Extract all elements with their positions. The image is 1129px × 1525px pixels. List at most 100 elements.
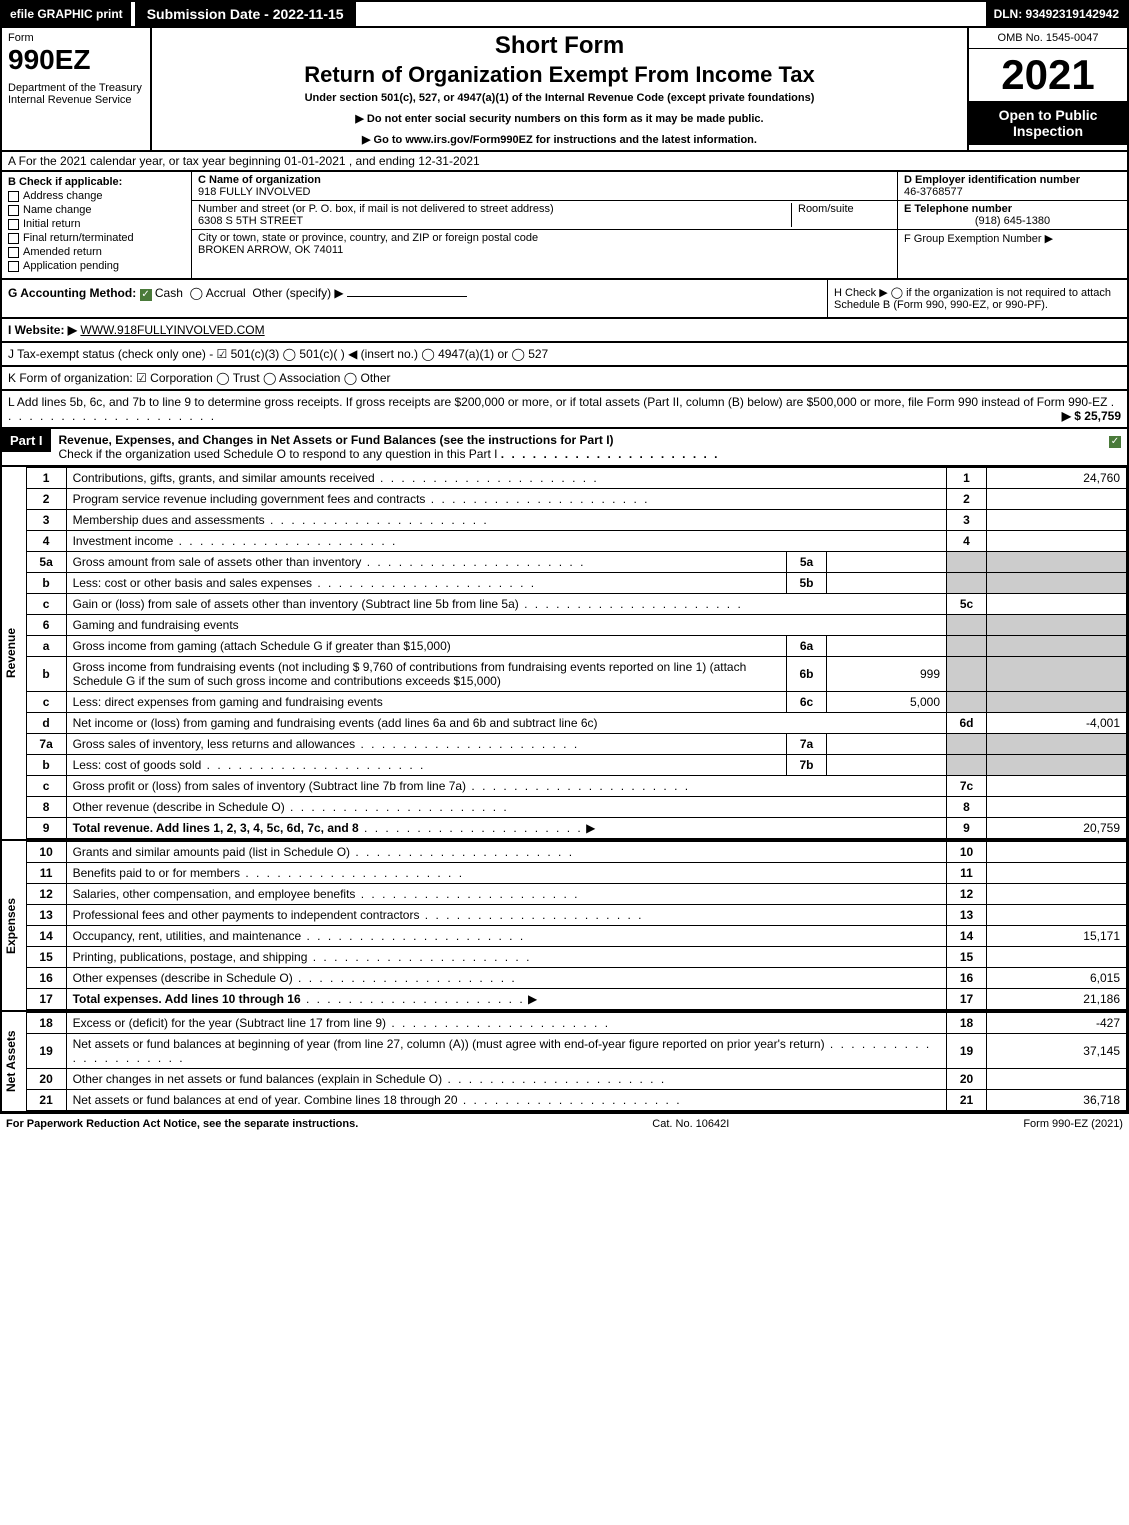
org-name: 918 FULLY INVOLVED [198, 186, 891, 198]
c-street-label: Number and street (or P. O. box, if mail… [198, 203, 791, 215]
expenses-side-label: Expenses [2, 841, 26, 1010]
dots-icon [265, 513, 489, 527]
checkbox-application-pending[interactable] [8, 261, 19, 272]
i-label: I Website: ▶ [8, 323, 77, 337]
room-label: Room/suite [798, 203, 891, 215]
line-label: 8 [947, 797, 987, 818]
line-num: d [26, 713, 66, 734]
tel-label: E Telephone number [904, 203, 1121, 215]
line-value: 6,015 [987, 968, 1127, 989]
shaded-cell [987, 615, 1127, 636]
shaded-cell [947, 615, 987, 636]
line-num: b [26, 657, 66, 692]
line-num: 20 [26, 1069, 66, 1090]
shaded-cell [987, 657, 1127, 692]
row-i: I Website: ▶ WWW.918FULLYINVOLVED.COM [0, 319, 1129, 343]
subtitle: Under section 501(c), 527, or 4947(a)(1)… [160, 92, 959, 104]
line-desc: Excess or (deficit) for the year (Subtra… [73, 1016, 386, 1030]
group-exemption-label: F Group Exemption Number ▶ [904, 232, 1121, 245]
sub-value [827, 573, 947, 594]
checkbox-cash-icon[interactable]: ✓ [140, 289, 152, 301]
dots-icon [466, 779, 690, 793]
line-value [987, 489, 1127, 510]
dots-icon [359, 821, 583, 835]
line-value [987, 594, 1127, 615]
shaded-cell [947, 657, 987, 692]
sub-label: 7a [787, 734, 827, 755]
line-desc: Other changes in net assets or fund bala… [73, 1072, 443, 1086]
line-num: b [26, 755, 66, 776]
line-num: 19 [26, 1034, 66, 1069]
shaded-cell [947, 734, 987, 755]
line-label: 12 [947, 884, 987, 905]
line-desc: Printing, publications, postage, and shi… [73, 950, 308, 964]
line-label: 6d [947, 713, 987, 734]
shaded-cell [947, 636, 987, 657]
footer-mid: Cat. No. 10642I [652, 1118, 729, 1130]
line-value [987, 863, 1127, 884]
line-desc: Gross sales of inventory, less returns a… [73, 737, 356, 751]
line-label: 19 [947, 1034, 987, 1069]
line-desc: Grants and similar amounts paid (list in… [73, 845, 350, 859]
open-public: Open to Public Inspection [969, 101, 1127, 145]
col-b: B Check if applicable: Address change Na… [2, 172, 192, 278]
checkbox-amended-return[interactable] [8, 247, 19, 258]
line-label: 9 [947, 818, 987, 839]
line-desc: Less: cost or other basis and sales expe… [73, 576, 312, 590]
sub-value: 999 [827, 657, 947, 692]
line-desc: Gross income from fundraising events (no… [73, 660, 747, 688]
b-label: B Check if applicable: [8, 176, 185, 188]
line-num: c [26, 692, 66, 713]
dots-icon [355, 887, 579, 901]
other-specify-input[interactable] [347, 296, 467, 297]
line-label: 13 [947, 905, 987, 926]
line-num: 16 [26, 968, 66, 989]
line-label: 14 [947, 926, 987, 947]
g-label: G Accounting Method: [8, 286, 136, 300]
sub-label: 5a [787, 552, 827, 573]
netassets-table: 18Excess or (deficit) for the year (Subt… [26, 1012, 1127, 1111]
sub-label: 6c [787, 692, 827, 713]
line-num: 21 [26, 1090, 66, 1111]
line-a: A For the 2021 calendar year, or tax yea… [0, 152, 1129, 172]
line-label: 15 [947, 947, 987, 968]
g-cash: Cash [155, 286, 183, 300]
part1-title: Revenue, Expenses, and Changes in Net As… [51, 429, 1103, 465]
dots-icon [361, 555, 585, 569]
return-title: Return of Organization Exempt From Incom… [160, 62, 959, 88]
checkbox-final-return[interactable] [8, 233, 19, 244]
b-item: Initial return [23, 218, 80, 230]
section-bcd: B Check if applicable: Address change Na… [0, 172, 1129, 280]
ein-value: 46-3768577 [904, 186, 1121, 198]
dots-icon [301, 929, 525, 943]
website-value[interactable]: WWW.918FULLYINVOLVED.COM [80, 323, 264, 337]
line-num: c [26, 594, 66, 615]
dots-icon [419, 908, 643, 922]
line-value: 36,718 [987, 1090, 1127, 1111]
dots-icon [375, 471, 599, 485]
shaded-cell [947, 552, 987, 573]
line-desc: Investment income [73, 534, 174, 548]
dots-icon [350, 845, 574, 859]
checkbox-name-change[interactable] [8, 205, 19, 216]
sub-label: 7b [787, 755, 827, 776]
goto-link[interactable]: ▶ Go to www.irs.gov/Form990EZ for instru… [160, 133, 959, 146]
footer-right: Form 990-EZ (2021) [1023, 1118, 1123, 1130]
line-desc: Total revenue. Add lines 1, 2, 3, 4, 5c,… [73, 821, 359, 835]
row-k: K Form of organization: ☑ Corporation ◯ … [0, 367, 1129, 391]
checkbox-initial-return[interactable] [8, 219, 19, 230]
line-label: 7c [947, 776, 987, 797]
line-label: 20 [947, 1069, 987, 1090]
top-bar: efile GRAPHIC print Submission Date - 20… [0, 0, 1129, 28]
dots-icon [501, 447, 720, 461]
checkbox-schedule-o-icon[interactable]: ✓ [1109, 436, 1121, 448]
header-left: Form 990EZ Department of the Treasury In… [2, 28, 152, 150]
line-num: 11 [26, 863, 66, 884]
row-gh: G Accounting Method: ✓ Cash ◯ Accrual Ot… [0, 280, 1129, 319]
g-other: Other (specify) ▶ [252, 286, 343, 300]
col-d: D Employer identification number 46-3768… [897, 172, 1127, 278]
checkbox-address-change[interactable] [8, 191, 19, 202]
line-value [987, 947, 1127, 968]
l-amount: ▶ $ 25,759 [1062, 409, 1121, 423]
line-desc: Contributions, gifts, grants, and simila… [73, 471, 375, 485]
